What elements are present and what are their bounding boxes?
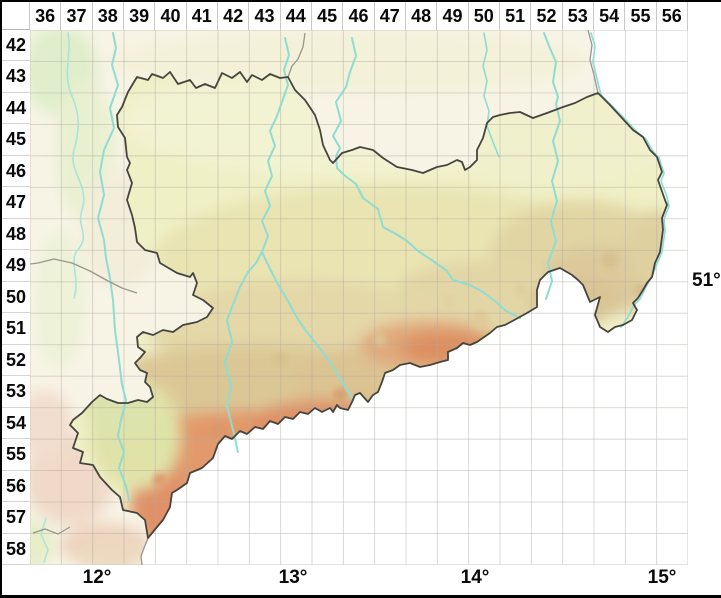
window-edge-bottom [0,595,721,598]
river-freiberger-mulde [261,251,353,399]
row-header-57: 57 [2,502,30,534]
row-header-49: 49 [2,250,30,282]
col-header-40: 40 [155,2,187,30]
border-bavaria-thuringia [32,526,71,535]
col-header-56: 56 [657,2,688,30]
window-edge-top [0,0,721,2]
river-zwickauer-mulde [224,251,263,453]
row-header-51: 51 [2,313,30,345]
col-header-49: 49 [437,2,469,30]
col-header-39: 39 [124,2,156,30]
row-header-52: 52 [2,345,30,377]
no-data-region [142,30,688,565]
river-spree [543,32,561,300]
saxony-topographic-map [5,25,689,573]
border-czech-bavaria [140,537,149,566]
row-header-48: 48 [2,219,30,251]
row-header-56: 56 [2,471,30,503]
lon-label-14: 14° [460,567,490,588]
col-header-42: 42 [218,2,250,30]
col-header-48: 48 [406,2,438,30]
row-header-44: 44 [2,93,30,125]
grid-corner-cell [2,2,30,30]
row-header-43: 43 [2,61,30,93]
row-header-50: 50 [2,282,30,314]
col-header-44: 44 [281,2,312,30]
lon-label-12: 12° [82,567,112,588]
row-header-42: 42 [2,30,30,62]
river-weisse-elster [97,32,130,501]
row-header-column: 42 43 44 45 46 47 48 49 50 51 52 53 54 55 56 57 58 [2,30,31,565]
col-header-36: 36 [30,2,62,30]
river-mulde [261,37,290,253]
window-edge-left [0,0,2,598]
col-header-38: 38 [93,2,124,30]
col-header-45: 45 [312,2,344,30]
row-header-58: 58 [2,534,30,565]
row-header-47: 47 [2,187,30,219]
lon-label-13: 13° [278,567,308,588]
river-saale [66,32,85,299]
border-poland-north [587,29,599,94]
river-sw-valley [40,517,49,563]
col-header-41: 41 [187,2,218,30]
col-header-47: 47 [375,2,406,30]
lon-label-15: 15° [647,567,677,588]
row-header-54: 54 [2,408,30,440]
row-header-53: 53 [2,376,30,408]
col-header-50: 50 [469,2,500,30]
river-elbe [332,37,521,319]
lat-label-51: 51° [692,270,721,291]
row-header-46: 46 [2,156,30,188]
river-schwarze-elster [482,32,500,158]
col-header-55: 55 [625,2,657,30]
col-header-37: 37 [61,2,93,30]
col-header-51: 51 [500,2,532,30]
col-header-43: 43 [249,2,281,30]
border-anhalt-brandenburg [287,32,306,78]
col-header-54: 54 [594,2,626,30]
col-header-52: 52 [531,2,563,30]
map-canvas[interactable] [5,25,689,573]
col-header-53: 53 [563,2,594,30]
row-header-45: 45 [2,124,30,156]
column-header-row: 36 37 38 39 40 41 42 43 44 45 46 47 48 49 50 51 52 53 54 55… [30,2,688,31]
state-borders-layer [29,29,599,566]
row-header-55: 55 [2,439,30,471]
border-thuringia [29,258,138,294]
grid-lines [29,29,689,566]
col-header-46: 46 [343,2,375,30]
